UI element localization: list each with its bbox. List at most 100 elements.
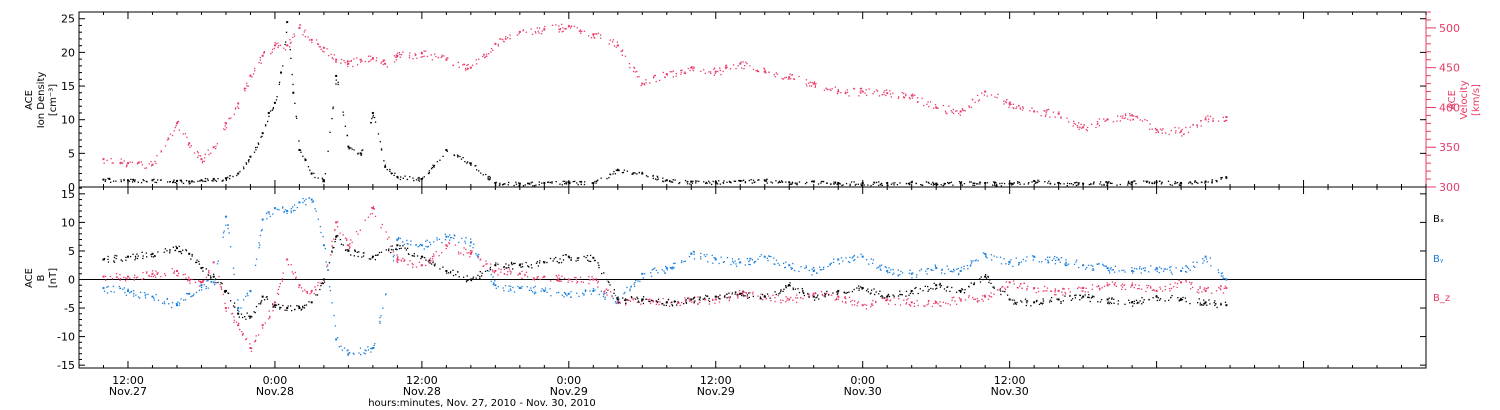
by-series-dot	[367, 349, 370, 351]
by-series-dot	[805, 266, 807, 269]
by-series-dot	[722, 261, 725, 264]
bx-series-dot	[185, 249, 187, 251]
density-series-dot	[925, 181, 928, 183]
bz-series-dot	[934, 300, 937, 302]
bx-series-dot	[1106, 302, 1109, 304]
bx-series-dot	[266, 298, 269, 300]
density-series-dot	[176, 182, 178, 185]
velocity-series-point	[984, 90, 987, 93]
velocity-series-point	[396, 54, 399, 57]
bz-series-dot	[595, 279, 598, 282]
by-series-dot	[594, 289, 596, 291]
velocity-series-point	[788, 76, 791, 79]
density-series-dot	[751, 182, 753, 184]
bx-series-dot	[917, 292, 919, 295]
top-left-tick-label: 10	[61, 114, 75, 127]
density-series-dot	[977, 183, 979, 185]
velocity-series-dot	[409, 52, 411, 54]
bx-series-dot	[134, 257, 137, 259]
by-series-dot	[618, 300, 620, 302]
bz-series-dot	[607, 289, 609, 291]
by-series-dot	[267, 211, 270, 213]
by-series-dot	[1012, 265, 1014, 268]
by-series-dot	[1209, 257, 1212, 259]
bx-series-point	[959, 289, 962, 292]
bx-series-dot	[248, 315, 250, 317]
bz-series-dot	[807, 295, 810, 297]
velocity-series-point	[371, 57, 374, 60]
by-series-dot	[144, 295, 146, 297]
legend-by: Bᵧ	[1433, 254, 1444, 265]
density-series-dot	[380, 148, 383, 150]
bz-series-point	[273, 301, 276, 304]
density-series-dot	[402, 177, 404, 179]
by-series-dot	[112, 285, 115, 287]
velocity-series-dot	[746, 62, 748, 65]
velocity-series-dot	[713, 67, 716, 69]
bx-series-dot	[1064, 295, 1066, 297]
bx-series-dot	[303, 304, 306, 307]
bz-series-dot	[1096, 286, 1098, 288]
density-series-dot	[870, 184, 872, 187]
by-series-dot	[852, 256, 854, 258]
velocity-series-dot	[437, 56, 440, 59]
bx-series-dot	[858, 287, 860, 290]
bz-series-dot	[542, 276, 544, 279]
density-series-dot	[684, 179, 687, 182]
by-series-dot	[926, 268, 928, 270]
bx-series-dot	[340, 243, 343, 245]
velocity-series-dot	[398, 51, 401, 54]
by-series-dot	[829, 263, 831, 265]
bx-series-dot	[930, 287, 932, 290]
by-series-point	[310, 198, 313, 201]
bx-series-dot	[832, 292, 834, 294]
by-series-point	[1008, 261, 1011, 264]
bx-series-dot	[671, 303, 673, 306]
density-series-dot	[1195, 181, 1198, 184]
bx-series-dot	[537, 265, 540, 267]
density-series-dot	[1215, 179, 1217, 182]
density-series-point	[739, 179, 742, 182]
bz-series-dot	[567, 281, 569, 284]
by-series-dot	[566, 295, 568, 297]
velocity-series-dot	[1008, 106, 1010, 108]
by-series-dot	[637, 280, 639, 282]
bz-series-point	[469, 252, 472, 255]
bz-series-dot	[1131, 282, 1134, 284]
density-series-dot	[374, 121, 377, 123]
velocity-series-dot	[791, 74, 793, 76]
velocity-series-dot	[978, 99, 981, 101]
bz-series-dot	[173, 270, 176, 272]
velocity-series-dot	[463, 63, 466, 66]
bx-series-dot	[989, 279, 991, 281]
bz-series-point	[1082, 287, 1085, 290]
bx-series-dot	[449, 272, 452, 274]
by-series-dot	[953, 270, 955, 272]
bz-series-dot	[1044, 290, 1046, 292]
bz-series-dot	[812, 294, 814, 297]
bz-series-dot	[1150, 286, 1152, 288]
by-series-dot	[1220, 275, 1222, 277]
velocity-series-dot	[1117, 115, 1119, 117]
bx-series-dot	[853, 288, 855, 291]
density-series-dot	[829, 183, 832, 185]
bx-series-dot	[938, 284, 941, 286]
density-series-dot	[418, 180, 421, 182]
velocity-series-dot	[380, 62, 382, 64]
bz-series-dot	[865, 308, 868, 310]
by-series-dot	[915, 276, 918, 278]
density-series-dot	[1092, 183, 1094, 185]
density-series-dot	[391, 172, 393, 174]
bz-series-dot	[269, 315, 271, 318]
by-series-dot	[222, 236, 224, 238]
bx-series-dot	[432, 261, 434, 264]
density-series-dot	[678, 182, 680, 185]
velocity-series-point	[359, 58, 362, 61]
by-series-dot	[782, 262, 785, 265]
density-series-dot	[738, 179, 740, 182]
by-series-dot	[927, 267, 929, 270]
density-series-dot	[662, 180, 664, 182]
by-series-dot	[379, 322, 381, 324]
by-series-point	[665, 267, 668, 270]
by-series-dot	[130, 290, 133, 293]
